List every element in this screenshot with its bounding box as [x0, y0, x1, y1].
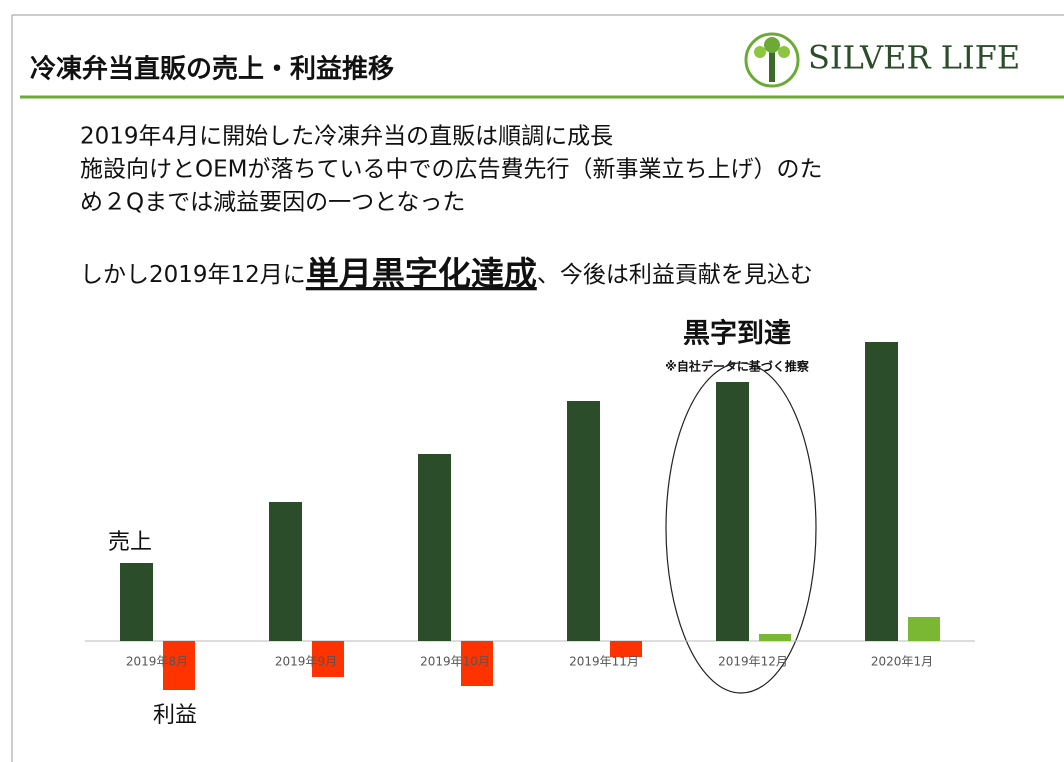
bar: [716, 382, 749, 641]
bar: [759, 634, 791, 641]
body-line: 施設向けとOEMが落ちている中での広告費先行（新事業立ち上げ）のた: [80, 157, 822, 183]
annotation-note: ※自社データに基づく推察: [665, 359, 810, 374]
bar: [418, 454, 451, 641]
body-line: 2019年4月に開始した冷凍弁当の直販は順調に成長: [80, 124, 613, 150]
annotation-title: 黒字到達: [683, 318, 791, 350]
logo-icon: [744, 32, 800, 88]
x-tick-label: 2019年8月: [126, 655, 188, 669]
plot: 2019年8月 2019年9月 2019年10月 2019年11月 2019年12月 20…: [85, 342, 975, 728]
bar: [567, 401, 600, 641]
x-tick-label: 2019年12月: [718, 655, 788, 669]
x-tick-label: 2020年1月: [871, 655, 933, 669]
bar: [908, 617, 940, 641]
slide-title: 冷凍弁当直販の売上・利益推移: [30, 54, 394, 85]
bar: [461, 641, 493, 686]
highlight-before: しかし2019年12月に: [80, 262, 306, 288]
x-tick-label: 2019年9月: [275, 655, 337, 669]
series-label: 売上: [108, 530, 152, 555]
body-line: め２Qまでは減益要因の一つとなった: [80, 190, 465, 216]
bar: [269, 502, 302, 641]
highlight-emphasis: 単月黒字化達成: [306, 254, 537, 293]
series-label: 利益: [153, 703, 197, 728]
bar: [610, 641, 642, 657]
highlight-after: 、今後は利益貢献を見込む: [537, 262, 813, 288]
bar: [120, 563, 153, 641]
x-tick-label: 2019年10月: [420, 655, 490, 669]
logo-text: SILVER LIFE: [808, 39, 1020, 77]
bar: [163, 641, 195, 690]
bar: [865, 342, 898, 641]
highlight-line: しかし2019年12月に単月黒字化達成、今後は利益貢献を見込む: [80, 254, 813, 293]
highlight-ellipse: [665, 362, 817, 694]
x-tick-label: 2019年11月: [569, 655, 639, 669]
bar: [312, 641, 344, 677]
